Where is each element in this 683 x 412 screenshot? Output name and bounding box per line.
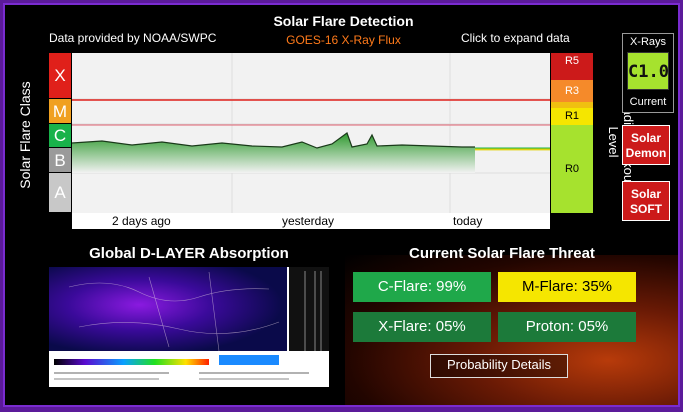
c-flare-probability: C-Flare: 99%: [353, 272, 491, 302]
xray-header: X-Rays: [629, 36, 667, 48]
solar-flare-panel[interactable]: Solar Flare Detection GOES-16 X-Ray Flux…: [3, 3, 680, 407]
x-axis: 2 days ago yesterday today: [72, 213, 550, 229]
x-tick-2-days-ago: 2 days ago: [112, 214, 171, 228]
xray-flux-svg: [71, 53, 550, 213]
flux-line: [71, 132, 475, 149]
panel-subtitle: GOES-16 X-Ray Flux: [286, 33, 401, 47]
xray-current-label: Current: [629, 96, 667, 108]
dlayer-title: Global D-LAYER Absorption: [89, 245, 289, 262]
data-source-note: Data provided by NOAA/SWPC: [49, 31, 217, 45]
xray-current-widget[interactable]: X-Rays C1.0 Current: [622, 33, 674, 113]
class-a: A: [49, 173, 71, 213]
panel-title: Solar Flare Detection: [273, 13, 414, 29]
proton-probability: Proton: 05%: [498, 312, 636, 342]
expand-data-link[interactable]: Click to expand data: [461, 31, 570, 45]
m-flare-probability: M-Flare: 35%: [498, 272, 636, 302]
class-b: B: [49, 148, 71, 173]
blackout-r3: R3: [551, 80, 593, 102]
blackout-r1: R1: [551, 108, 593, 125]
class-m: M: [49, 99, 71, 124]
solar-demon-button[interactable]: Solar Demon: [622, 125, 670, 165]
x-tick-today: today: [453, 214, 483, 228]
dlayer-map-image[interactable]: [49, 267, 329, 387]
xray-flux-plot[interactable]: [71, 53, 550, 213]
y-axis-label: Solar Flare Class: [17, 81, 33, 189]
threat-title: Current Solar Flare Threat: [409, 245, 595, 262]
probability-details-button[interactable]: Probability Details: [430, 354, 568, 378]
x-tick-yesterday: yesterday: [282, 214, 335, 228]
dlayer-map-svg: [49, 267, 329, 387]
solar-soft-button[interactable]: Solar SOFT: [622, 181, 670, 221]
class-x: X: [49, 53, 71, 99]
class-c: C: [49, 124, 71, 148]
blackout-r0: R0: [551, 125, 593, 213]
blackout-r4: [551, 70, 593, 80]
x-flare-probability: X-Flare: 05%: [353, 312, 491, 342]
blackout-r2: [551, 102, 593, 108]
xray-value: C1.0: [627, 52, 669, 90]
plot-grid: [72, 53, 550, 213]
blackout-r5: R5: [551, 53, 593, 70]
flux-fill: [72, 133, 475, 173]
